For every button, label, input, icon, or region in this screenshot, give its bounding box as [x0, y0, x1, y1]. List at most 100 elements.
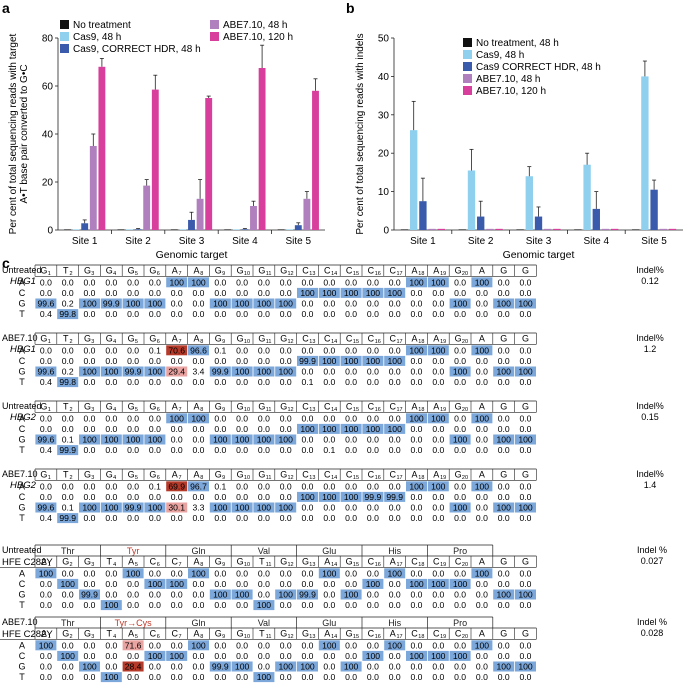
frequency-cell: 0.0 [171, 424, 183, 434]
frequency-cell: 0.0 [193, 590, 205, 600]
base-letter: G [84, 629, 91, 639]
base-letter: G [106, 470, 113, 480]
frequency-cell: 100 [388, 356, 403, 366]
cell-highlight [406, 481, 427, 492]
frequency-cell: 100 [104, 503, 119, 513]
base-position: 6 [157, 475, 160, 481]
frequency-cell: 0.0 [236, 345, 248, 355]
frequency-cell: 0.0 [193, 435, 205, 445]
base-letter: A [411, 266, 417, 276]
bar [64, 229, 71, 230]
base-position: 1 [48, 271, 51, 277]
base-position: 16 [375, 634, 381, 640]
frequency-cell: 0.0 [258, 345, 270, 355]
cell-highlight [515, 502, 536, 513]
frequency-cell: 0.0 [258, 651, 270, 661]
frequency-cell: 0.0 [171, 309, 183, 319]
cell-highlight [449, 578, 471, 589]
frequency-cell: 100 [322, 288, 337, 298]
cell-highlight [340, 661, 362, 672]
base-position: 19 [440, 339, 446, 345]
frequency-cell: 30.1 [168, 503, 185, 513]
cell-highlight [449, 502, 471, 513]
base-letter: C [346, 470, 353, 480]
cell-highlight [35, 434, 57, 445]
frequency-cell: 100 [453, 435, 468, 445]
cell-highlight [427, 578, 449, 589]
bar [467, 170, 476, 230]
base-letter: G [128, 402, 135, 412]
frequency-cell: 0.0 [214, 640, 226, 650]
frequency-cell: 0.0 [40, 356, 52, 366]
cell-highlight [384, 640, 406, 651]
cell-highlight [297, 355, 318, 366]
frequency-cell: 0.1 [149, 345, 161, 355]
base-position: 5 [135, 339, 138, 345]
frequency-cell: 100 [61, 579, 76, 589]
base-letter: C [368, 334, 375, 344]
frequency-cell: 0.4 [40, 445, 52, 455]
x-tick-label: Site 4 [584, 236, 610, 247]
frequency-cell: 0.0 [520, 640, 532, 650]
frequency-cell: 0.0 [389, 579, 401, 589]
frequency-cell: 0.0 [520, 513, 532, 523]
cell-highlight [515, 298, 536, 309]
chart-a: 0 20 40 60 80 Per cent of total sequencing re… [8, 20, 325, 261]
frequency-cell: 3.4 [193, 367, 205, 377]
codon-label: Val [258, 618, 270, 628]
panel-label-b: b [346, 0, 355, 16]
base-position: 3 [91, 407, 94, 413]
base-letter: C [368, 557, 375, 567]
frequency-cell: 0.0 [454, 413, 466, 423]
frequency-cell: 0.0 [367, 377, 379, 387]
base-position: 5 [135, 562, 138, 568]
frequency-cell: 100 [475, 413, 490, 423]
frequency-cell: 0.0 [520, 651, 532, 661]
frequency-cell: 0.0 [62, 277, 74, 287]
base-position: 16 [375, 271, 381, 277]
frequency-cell: 0.0 [454, 356, 466, 366]
frequency-cell: 0.0 [411, 600, 423, 610]
indel-label: Indel% [636, 265, 664, 275]
frequency-cell: 100 [475, 481, 490, 491]
base-letter: A [128, 557, 134, 567]
frequency-cell: 0.0 [236, 492, 248, 502]
frequency-cell: 0.0 [84, 568, 96, 578]
frequency-cell: 100 [344, 662, 359, 672]
chart-b: 0 10 20 30 40 50 Per cent of total sequencing … [355, 33, 683, 261]
base-position: 14 [331, 339, 337, 345]
base-position: 7 [179, 271, 182, 277]
frequency-cell: 0.0 [345, 377, 357, 387]
y-tick-label: 30 [378, 110, 390, 121]
frequency-cell: 0.0 [389, 445, 401, 455]
base-letter: T [63, 334, 69, 344]
cell-highlight [275, 434, 297, 445]
y-axis-label: A•T base pair converted to G•C [19, 64, 30, 203]
frequency-cell: 0.0 [105, 277, 117, 287]
frequency-cell: 0.0 [302, 672, 314, 682]
frequency-cell: 0.0 [323, 481, 335, 491]
base-letter: G [84, 334, 91, 344]
bar [574, 229, 582, 230]
y-tick-label: 60 [42, 82, 54, 93]
frequency-cell: 0.0 [149, 356, 161, 366]
frequency-cell: 0.0 [258, 579, 270, 589]
frequency-cell: 0.0 [411, 445, 423, 455]
frequency-cell: 0.0 [193, 288, 205, 298]
frequency-cell: 0.0 [214, 568, 226, 578]
frequency-cell: 0.0 [476, 590, 488, 600]
x-tick-label: Site 4 [232, 236, 258, 247]
frequency-cell: 100 [148, 435, 163, 445]
codon-label: His [388, 546, 401, 556]
frequency-cell: 100 [453, 299, 468, 309]
frequency-cell: 0.4 [40, 377, 52, 387]
codon-label: Pro [453, 618, 467, 628]
cell-highlight [471, 640, 493, 651]
codon-label: His [388, 618, 401, 628]
row-base-label: G [18, 503, 25, 513]
legend-swatch [463, 74, 472, 83]
bar [277, 229, 285, 230]
base-letter: C [324, 470, 331, 480]
frequency-cell: 0.0 [411, 513, 423, 523]
frequency-cell: 99.9 [212, 662, 229, 672]
